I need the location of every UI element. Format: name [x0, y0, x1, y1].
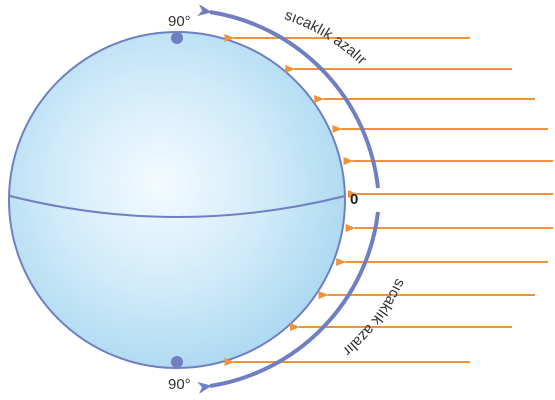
north-pole-dot [171, 32, 183, 44]
globe [8, 31, 346, 369]
sun-rays [224, 34, 553, 366]
equator-line [9, 195, 346, 218]
lower-arc-arrow [197, 211, 380, 394]
equator-zero-label: 0 [350, 191, 358, 208]
south-pole-label: 90° [168, 376, 191, 393]
north-pole-label: 90° [168, 13, 191, 30]
south-pole-dot [171, 356, 183, 368]
lower-curved-label: sıcaklık azalır [340, 276, 409, 359]
upper-arc-arrow [197, 4, 380, 189]
globe-body [8, 31, 346, 369]
